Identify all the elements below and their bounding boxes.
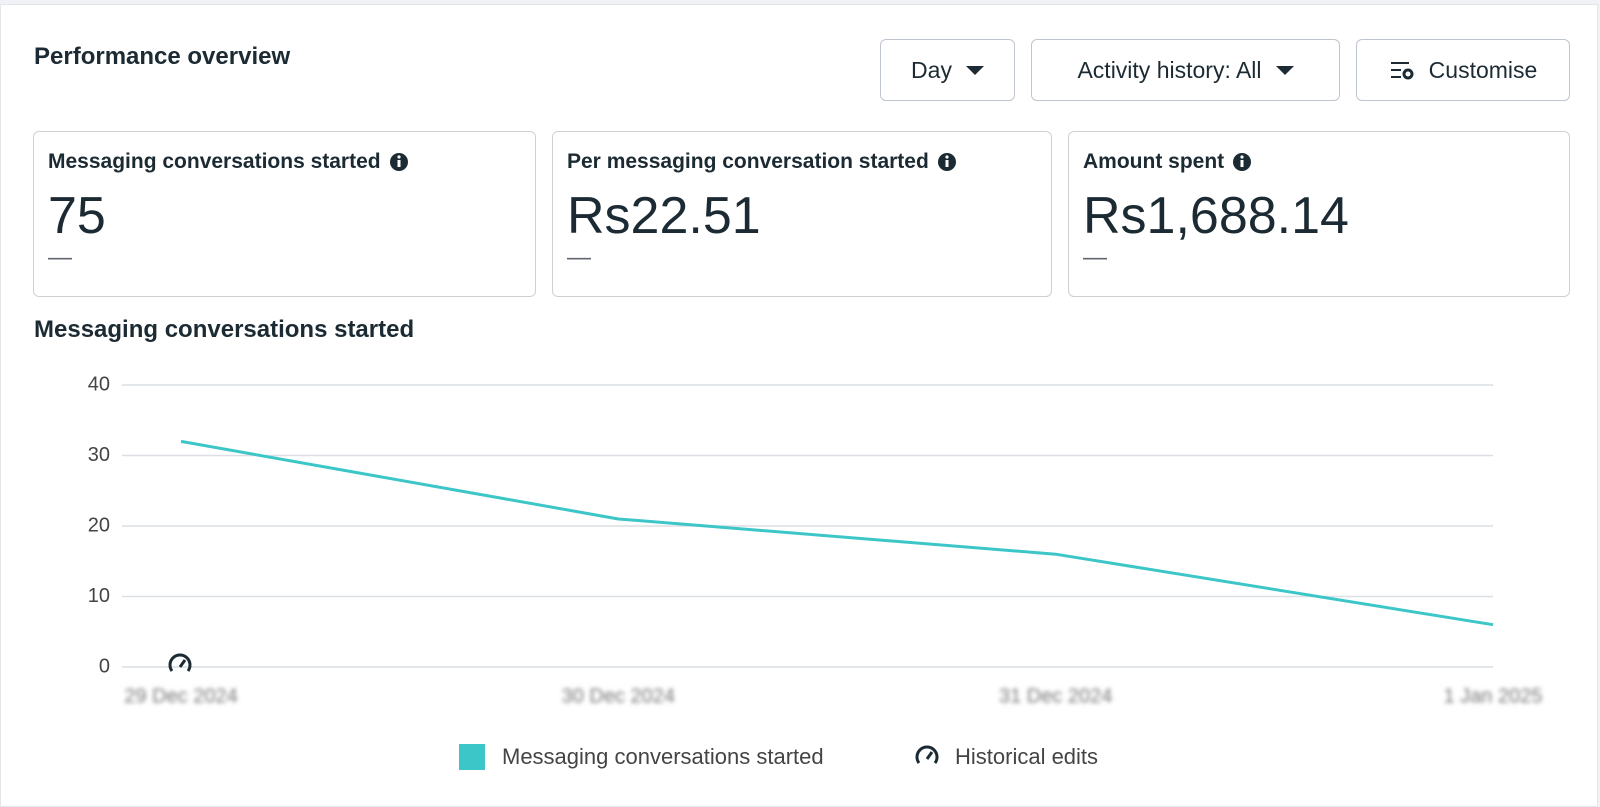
metric-value: 75 (48, 187, 106, 245)
caret (965, 65, 984, 75)
icon-arc (168, 653, 192, 672)
customise-button[interactable]: Customise (1356, 39, 1570, 101)
button-label: Day (911, 56, 952, 83)
y-tick-label: 30 (88, 444, 110, 466)
legend-label: Historical edits (955, 744, 1098, 769)
info-icon (937, 153, 956, 171)
x-tick-label: 29 Dec 2024 (124, 685, 237, 707)
button-label: Activity history: All (1077, 56, 1262, 83)
metric-card[interactable]: Per messaging conversation started Rs22.… (552, 131, 1052, 297)
metric-label-row: Per messaging conversation started (567, 150, 957, 174)
icon-arc (915, 745, 939, 764)
legend-label: Messaging conversations started (502, 744, 824, 769)
caret (1275, 65, 1294, 75)
customise-icon (1390, 62, 1414, 80)
page-title: Performance overview (34, 43, 291, 70)
icon-needle (178, 659, 187, 668)
chart-title: Messaging conversations started (34, 316, 415, 343)
metric-card[interactable]: Messaging conversations started 75 — (33, 131, 536, 297)
historical-edit-marker (168, 653, 192, 672)
panel: Performance overview Day Activity histor… (0, 4, 1598, 807)
metric-change: — (567, 244, 591, 271)
day-button[interactable]: Day (880, 39, 1015, 101)
series-line (180, 439, 1494, 627)
metric-label: Amount spent (1083, 150, 1225, 173)
x-tick-label: 1 Jan 2025 (1444, 685, 1543, 707)
metric-change: — (1083, 244, 1107, 271)
info-icon (389, 153, 408, 171)
y-tick-label: 10 (88, 585, 110, 607)
y-tick-label: 40 (88, 373, 110, 395)
metric-value: Rs22.51 (567, 187, 761, 245)
button-label: Customise (1428, 56, 1538, 83)
x-tick-label: 30 Dec 2024 (562, 685, 675, 707)
metric-label: Messaging conversations started (48, 150, 381, 173)
metric-change: — (48, 244, 72, 271)
activity-button[interactable]: Activity history: All (1031, 39, 1340, 101)
info-icon (1233, 153, 1252, 171)
y-tick-label: 20 (88, 514, 110, 536)
y-tick-label: 0 (99, 655, 110, 677)
metric-label-row: Messaging conversations started (48, 150, 409, 174)
legend-swatch (459, 744, 485, 770)
x-tick-label: 31 Dec 2024 (999, 685, 1112, 707)
icon-needle (925, 751, 934, 760)
metric-card[interactable]: Amount spent Rs1,688.14 — (1068, 131, 1570, 297)
metric-label: Per messaging conversation started (567, 150, 929, 173)
metric-label-row: Amount spent (1083, 150, 1252, 174)
metric-value: Rs1,688.14 (1083, 187, 1349, 245)
legend-edit-icon (915, 745, 939, 764)
